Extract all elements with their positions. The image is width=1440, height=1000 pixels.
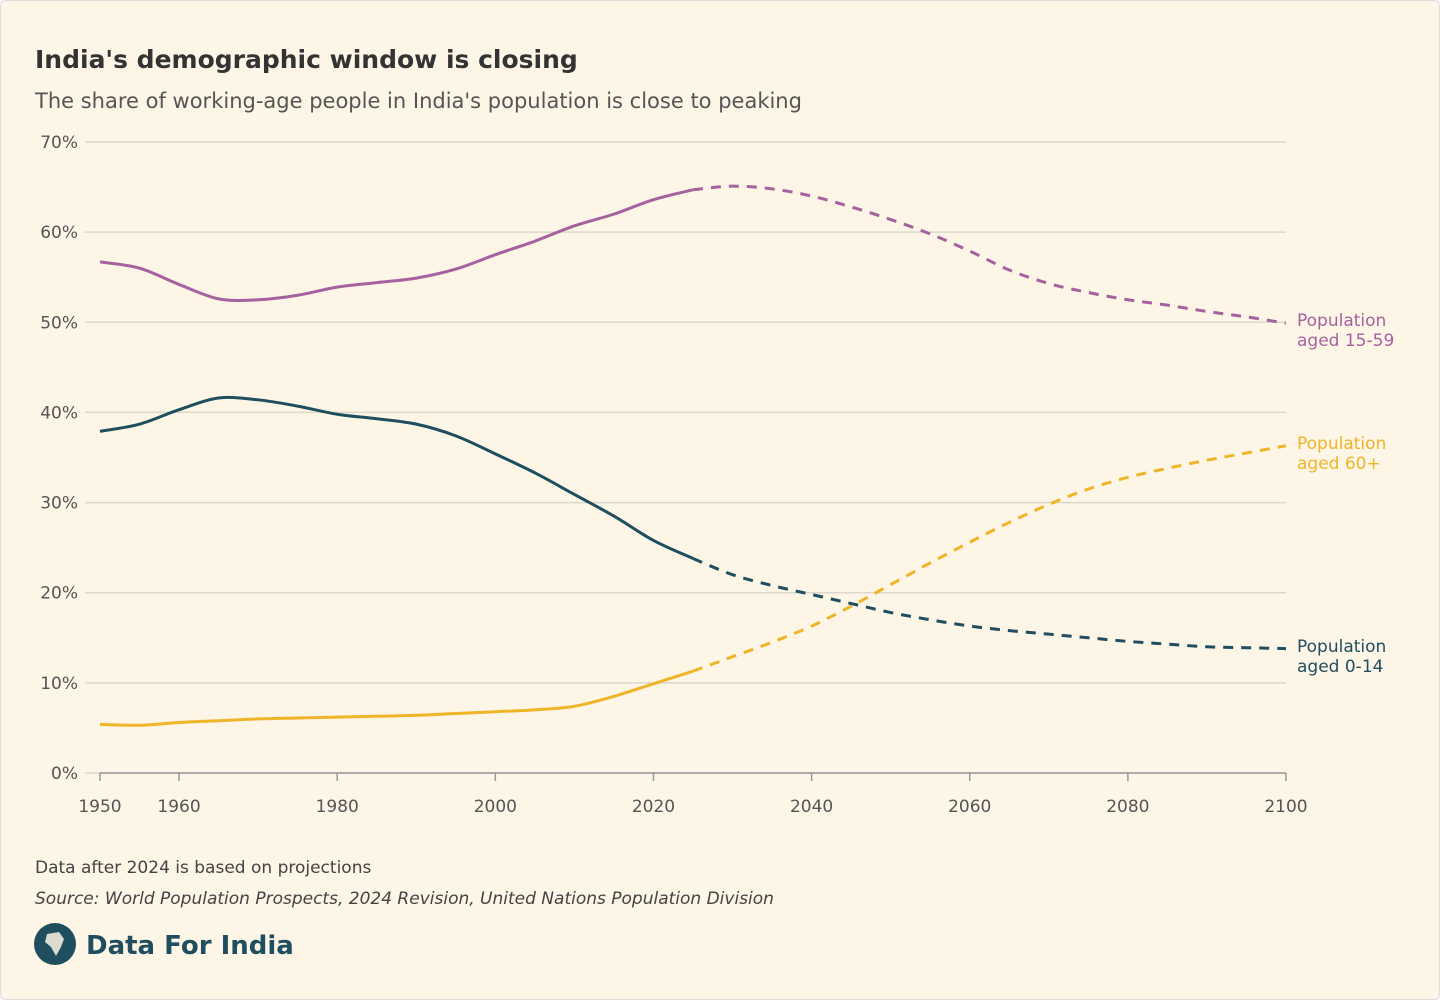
x-tick-label: 2000 <box>474 797 517 817</box>
series-line <box>692 184 1287 325</box>
y-tick-label: 70% <box>40 133 78 153</box>
y-tick-label: 30% <box>40 494 78 514</box>
series-line <box>99 188 694 302</box>
y-tick-label: 40% <box>40 403 78 423</box>
series-label: Population aged 60+ <box>1297 433 1387 474</box>
x-tick-label: 2060 <box>948 797 991 817</box>
logo-icon <box>45 932 64 956</box>
y-tick-label: 60% <box>40 223 78 243</box>
x-tick-label: 2020 <box>632 797 675 817</box>
chart-subtitle: The share of working-age people in India… <box>34 89 802 113</box>
y-tick-label: 20% <box>40 584 78 604</box>
series-line <box>99 669 694 727</box>
brand: Data For India <box>86 931 294 961</box>
series-label: Population aged 15-59 <box>1297 311 1395 352</box>
x-tick-label: 1950 <box>78 797 121 817</box>
y-tick-label: 0% <box>51 764 78 784</box>
x-tick-label: 1980 <box>316 797 359 817</box>
x-tick-label: 1960 <box>157 797 200 817</box>
series-label: Population aged 0-14 <box>1297 636 1387 677</box>
chart-title: India's demographic window is closing <box>35 45 578 74</box>
source: Source: World Population Prospects, 2024… <box>35 889 774 909</box>
y-tick-label: 50% <box>40 313 78 333</box>
series-line <box>99 395 694 560</box>
x-tick-label: 2100 <box>1264 797 1307 817</box>
x-tick-label: 2080 <box>1106 797 1149 817</box>
note: Data after 2024 is based on projections <box>35 858 371 878</box>
series-line <box>692 557 1287 651</box>
series-line <box>692 444 1287 673</box>
y-tick-label: 10% <box>40 674 78 694</box>
x-tick-label: 2040 <box>790 797 833 817</box>
